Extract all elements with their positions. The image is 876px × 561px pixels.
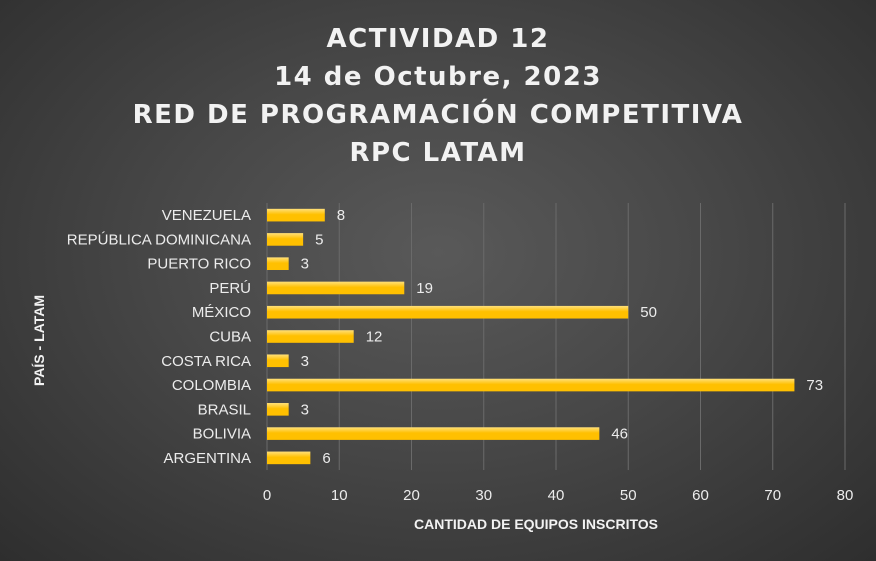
- bar-colombia: [267, 378, 795, 392]
- y-category-label: COSTA RICA: [161, 353, 251, 370]
- bars: [267, 208, 795, 465]
- labels: 0 10 20 30 40 50 60 70 80 ARGENTINA 6 BOLIVIA 46 BRAS…: [67, 207, 854, 504]
- bar-bolivia: [267, 427, 600, 440]
- x-tick-label: 80: [837, 487, 854, 504]
- data-label: 50: [640, 304, 657, 321]
- bar-brasil: [267, 403, 289, 416]
- data-label: 3: [301, 401, 309, 418]
- y-category-label: ARGENTINA: [163, 450, 251, 467]
- x-tick-label: 30: [475, 487, 492, 504]
- x-tick-label: 60: [692, 487, 709, 504]
- y-category-label: REPÚBLICA DOMINICANA: [67, 231, 251, 248]
- y-axis-title: PAÍS - LATAM: [31, 295, 47, 386]
- title-line-4: RPC LATAM: [349, 138, 527, 168]
- y-category-label: MÉXICO: [192, 304, 251, 321]
- data-label: 46: [611, 426, 628, 443]
- y-category-label: BRASIL: [198, 401, 251, 418]
- y-category-label: PERÚ: [209, 280, 251, 297]
- data-label: 5: [315, 231, 323, 248]
- title-line-2: 14 de Octubre, 2023: [274, 62, 602, 92]
- x-tick-label: 40: [548, 487, 565, 504]
- bar-cuba: [267, 330, 354, 343]
- x-tick-label: 70: [764, 487, 781, 504]
- y-category-label: VENEZUELA: [162, 207, 251, 224]
- bar-venezuela: [267, 208, 325, 222]
- data-label: 8: [337, 207, 345, 224]
- data-label: 73: [806, 377, 823, 394]
- y-category-label: BOLIVIA: [193, 426, 251, 443]
- title-line-3: RED DE PROGRAMACIÓN COMPETITIVA: [132, 100, 744, 130]
- bar-perú: [267, 281, 405, 295]
- x-tick-label: 50: [620, 487, 637, 504]
- data-label: 6: [322, 450, 330, 467]
- bar-argentina: [267, 451, 311, 465]
- y-category-label: CUBA: [209, 329, 251, 346]
- bar-república-dominicana: [267, 233, 304, 246]
- x-axis-title: CANTIDAD DE EQUIPOS INSCRITOS: [414, 516, 658, 532]
- chart-title: ACTIVIDAD 12 14 de Octubre, 2023 RED DE …: [0, 20, 876, 172]
- bar-méxico: [267, 305, 629, 319]
- x-tick-label: 0: [263, 487, 271, 504]
- data-label: 3: [301, 256, 309, 273]
- y-category-label: COLOMBIA: [172, 377, 251, 394]
- bar-puerto-rico: [267, 257, 289, 270]
- data-label: 12: [366, 329, 383, 346]
- x-tick-label: 20: [403, 487, 420, 504]
- x-tick-label: 10: [331, 487, 348, 504]
- y-category-label: PUERTO RICO: [147, 256, 251, 273]
- title-line-1: ACTIVIDAD 12: [326, 24, 550, 54]
- data-label: 19: [416, 280, 433, 297]
- data-label: 3: [301, 353, 309, 370]
- bar-costa-rica: [267, 354, 289, 368]
